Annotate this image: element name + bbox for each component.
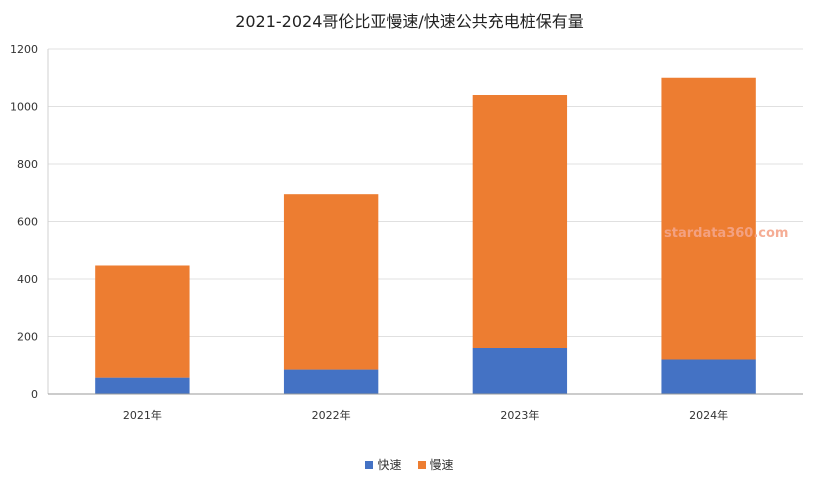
y-tick-label: 800 <box>17 158 38 171</box>
bar-segment-慢速 <box>661 77 756 360</box>
bar-segment-快速 <box>472 348 568 394</box>
legend-swatch <box>365 460 374 469</box>
legend-item[interactable]: 快速 <box>365 456 402 473</box>
x-tick-label: 2021年 <box>123 408 162 422</box>
legend-item[interactable]: 慢速 <box>417 456 454 473</box>
bar-segment-慢速 <box>283 194 379 370</box>
y-tick-label: 200 <box>17 331 38 344</box>
watermark-text: stardata360.com <box>664 226 789 241</box>
y-tick-label: 400 <box>17 273 38 286</box>
bar-segment-快速 <box>661 359 756 394</box>
legend-swatch <box>417 460 426 469</box>
y-tick-label: 1000 <box>10 101 38 114</box>
legend-label: 慢速 <box>429 458 454 472</box>
x-tick-label: 2022年 <box>312 408 351 422</box>
legend-label: 快速 <box>377 458 402 472</box>
y-tick-label: 0 <box>31 388 38 401</box>
axes: 0 200 400 600 800 1000 1200 2021年 2022年 2023年 2024… <box>10 43 803 422</box>
legend: 快速 慢速 <box>0 456 819 473</box>
bar-segment-慢速 <box>95 265 190 378</box>
y-tick-label: 600 <box>17 216 38 229</box>
bar-segment-快速 <box>95 377 190 394</box>
x-tick-label: 2024年 <box>689 408 728 422</box>
y-tick-label: 1200 <box>10 43 38 56</box>
bars <box>95 77 756 394</box>
chart-title: 2021-2024哥伦比亚慢速/快速公共充电桩保有量 <box>235 12 584 31</box>
bar-segment-快速 <box>283 369 379 394</box>
bar-segment-慢速 <box>472 95 568 348</box>
x-tick-label: 2023年 <box>500 408 539 422</box>
